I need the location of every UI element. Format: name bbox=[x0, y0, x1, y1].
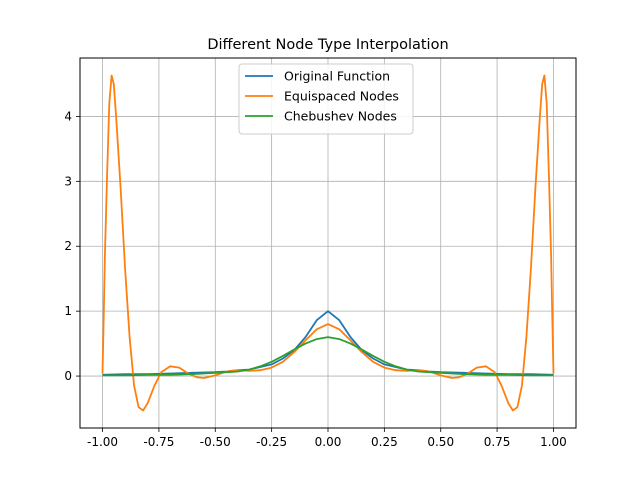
plot-series bbox=[101, 74, 555, 412]
x-tick-label: 0.00 bbox=[315, 435, 342, 449]
legend-label-0: Original Function bbox=[284, 69, 390, 84]
x-tick-label: 0.50 bbox=[427, 435, 454, 449]
y-tick-label: 0 bbox=[64, 369, 72, 383]
legend-box bbox=[238, 63, 414, 135]
y-axis: 0 1 2 3 4 bbox=[64, 109, 80, 383]
x-tick-label: 1.00 bbox=[540, 435, 567, 449]
x-tick-label: 0.75 bbox=[484, 435, 511, 449]
series-line-2 bbox=[102, 336, 554, 377]
x-tick-label: -0.50 bbox=[200, 435, 231, 449]
legend: Original Function Equispaced Nodes Chebush… bbox=[238, 63, 414, 135]
x-tick-label: -0.75 bbox=[143, 435, 174, 449]
x-axis: -1.00 -0.75 -0.50 -0.25 0.00 0.25 0.50 0.75 1.00 bbox=[87, 428, 567, 449]
x-tick-label: -1.00 bbox=[87, 435, 118, 449]
y-tick-label: 4 bbox=[64, 109, 72, 123]
legend-label-1: Equispaced Nodes bbox=[284, 89, 399, 104]
y-tick-label: 3 bbox=[64, 174, 72, 188]
y-tick-label: 2 bbox=[64, 239, 72, 253]
y-tick-label: 1 bbox=[64, 304, 72, 318]
x-tick-label: -0.25 bbox=[256, 435, 287, 449]
legend-label-2: Chebushev Nodes bbox=[284, 109, 397, 124]
series-line-1 bbox=[101, 74, 555, 412]
x-tick-label: 0.25 bbox=[371, 435, 398, 449]
chart-title: Different Node Type Interpolation bbox=[207, 37, 448, 53]
